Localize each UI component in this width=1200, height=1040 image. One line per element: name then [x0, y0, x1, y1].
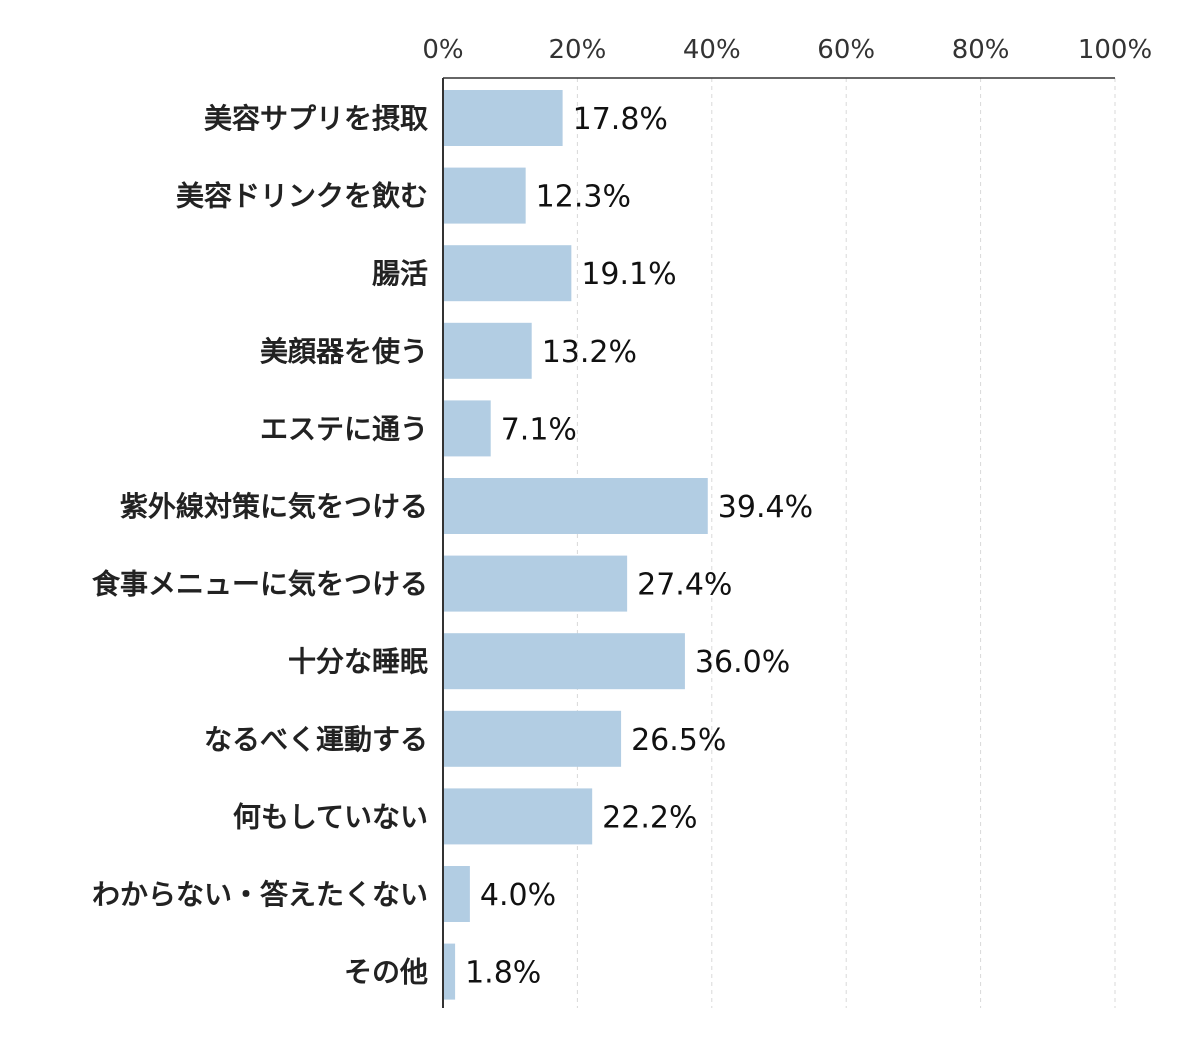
- x-tick-label: 20%: [549, 35, 607, 65]
- x-tick-label: 100%: [1078, 35, 1152, 65]
- gridlines: [576, 78, 1116, 1008]
- category-label: 十分な睡眠: [288, 645, 428, 678]
- category-label: 紫外線対策に気をつける: [120, 490, 428, 523]
- bar: [443, 478, 708, 534]
- category-label: わからない・答えたくない: [92, 878, 428, 911]
- bar: [443, 633, 685, 690]
- data-label: 22.2%: [602, 800, 697, 835]
- x-tick-label: 80%: [952, 35, 1010, 65]
- bar: [443, 245, 572, 302]
- data-label: 13.2%: [542, 335, 637, 370]
- category-label: 美容サプリを摂取: [204, 102, 428, 135]
- category-label: 何もしていない: [233, 800, 428, 833]
- bar: [443, 90, 563, 146]
- axes: [442, 77, 1115, 1008]
- data-label: 17.8%: [573, 102, 668, 137]
- bar: [443, 943, 456, 1000]
- data-label: 12.3%: [536, 180, 631, 215]
- bar: [443, 710, 622, 767]
- category-label: エステに通う: [260, 412, 428, 445]
- category-label: 美容ドリンクを飲む: [176, 180, 428, 213]
- bar: [443, 167, 526, 224]
- category-label: その他: [344, 956, 428, 989]
- data-label: 7.1%: [501, 412, 577, 447]
- data-label: 26.5%: [631, 723, 726, 758]
- data-label: 1.8%: [465, 956, 541, 991]
- category-label: 食事メニューに気をつける: [92, 568, 428, 601]
- bar: [443, 866, 470, 922]
- data-label: 27.4%: [637, 568, 732, 603]
- category-label: 美顔器を使う: [260, 335, 428, 368]
- data-label: 36.0%: [695, 645, 790, 680]
- category-label: なるべく運動する: [204, 723, 428, 756]
- category-label: 腸活: [372, 257, 428, 290]
- x-tick-label: 40%: [683, 35, 741, 65]
- bar: [443, 555, 628, 612]
- data-label: 19.1%: [581, 257, 676, 292]
- data-label: 39.4%: [718, 490, 813, 525]
- x-tick-label: 0%: [422, 35, 463, 65]
- x-tick-label: 60%: [817, 35, 875, 65]
- bar: [443, 400, 491, 457]
- data-label: 4.0%: [480, 878, 556, 913]
- bar: [443, 788, 593, 845]
- bars: [443, 90, 708, 1000]
- labels: 0% 20% 40% 60% 80% 100% 美容サプリを摂取 17.8% 美容ドリンクを飲む…: [92, 35, 1152, 991]
- bar: [443, 322, 532, 379]
